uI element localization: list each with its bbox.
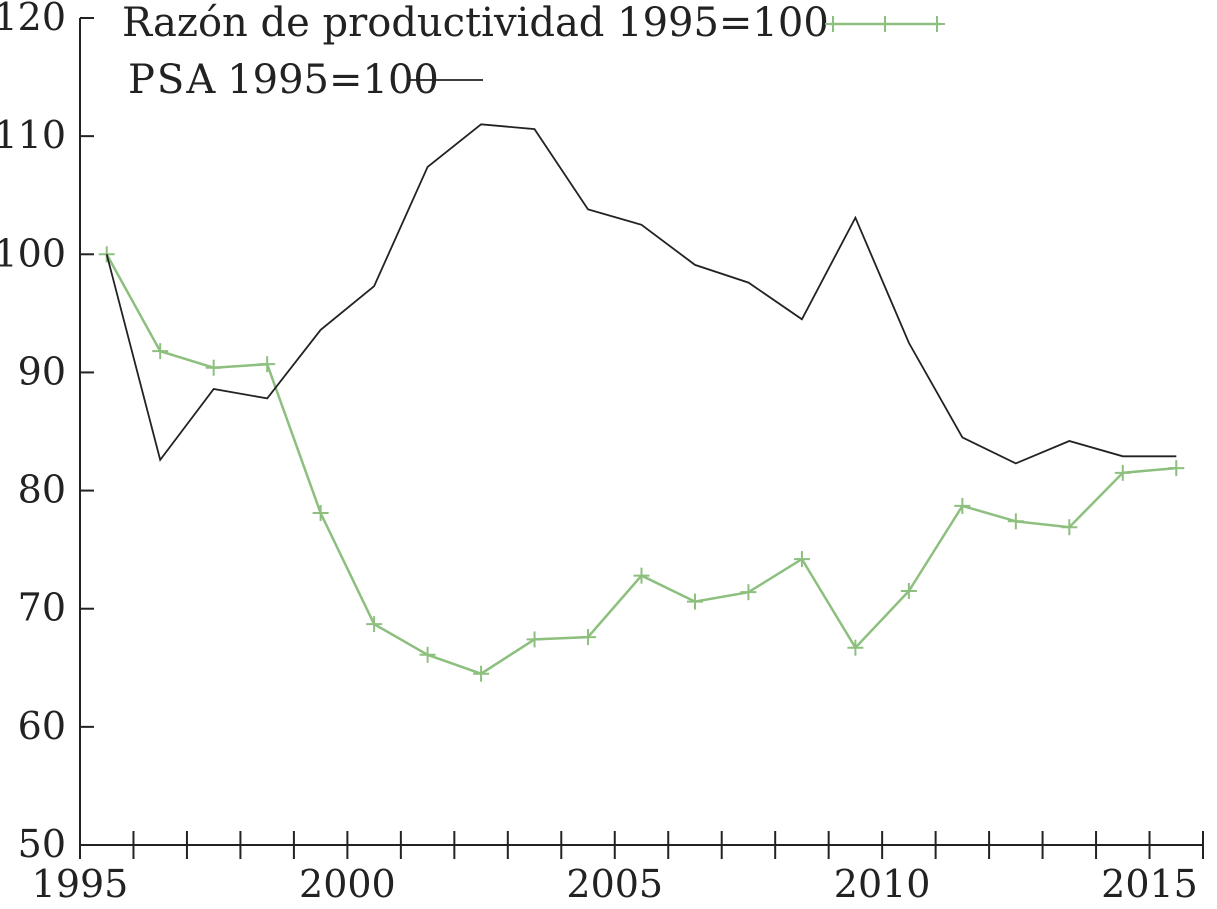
y-tick-label: 80 <box>18 468 66 512</box>
legend-label-productivity: Razón de productividad 1995=100 <box>122 0 829 46</box>
legend-label-psa-prefix: PSA <box>128 57 217 103</box>
legend-swatch-productivity <box>825 16 945 32</box>
series-line <box>105 123 1177 465</box>
series-layer <box>98 123 1185 682</box>
legend: Razón de productividad 1995=100 PSA 1995=… <box>122 0 945 103</box>
x-tick-label: 2000 <box>299 862 396 906</box>
x-tick-label: 1995 <box>32 862 129 906</box>
x-tick-label: 2010 <box>834 862 931 906</box>
x-tick-label: 2015 <box>1101 862 1198 906</box>
y-tick-label: 100 <box>0 231 66 275</box>
x-tick-label: 2005 <box>566 862 663 906</box>
series-productivity <box>98 246 1185 682</box>
y-tick-label: 90 <box>18 349 66 393</box>
y-tick-label: 50 <box>18 822 66 866</box>
series-psa <box>105 123 1177 465</box>
y-tick-label: 60 <box>18 704 66 748</box>
y-tick-label: 120 <box>0 0 66 39</box>
legend-label-psa-name: 1995=100 <box>227 57 439 103</box>
y-tick-label: 70 <box>18 586 66 630</box>
y-tick-label: 110 <box>0 113 66 157</box>
legend-label-psa: PSA 1995=100 <box>128 57 439 103</box>
